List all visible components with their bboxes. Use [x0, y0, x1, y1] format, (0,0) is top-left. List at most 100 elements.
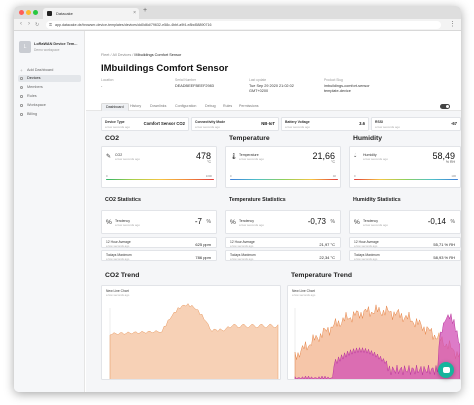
gauge-max: 100 [451, 174, 456, 178]
add-dashboard-button[interactable]: + Add Dashboard [18, 67, 81, 74]
workspace-switcher[interactable]: L LoRaWAN Device Tem... Demo workspace [19, 39, 81, 57]
info-value: Comfort Sensor CO2 [143, 121, 185, 126]
section-title-hum-stats: Humidity Statistics [353, 197, 401, 203]
forward-icon[interactable]: › [28, 21, 30, 27]
browser-menu-icon[interactable]: ⋮ [449, 21, 456, 28]
percent-icon: % [354, 219, 360, 226]
sensor-label: Humidity [363, 153, 377, 157]
sidebar-item-billing[interactable]: Billing [18, 111, 81, 118]
temperature-trend-chart: New Line Chart a few seconds ago [287, 285, 461, 380]
meta-value: GMT+0200 [249, 89, 269, 93]
rules-icon [20, 95, 23, 98]
info-label: Battery Voltage [285, 120, 310, 124]
info-battery: Battery Voltage a few seconds ago 3.6 [281, 117, 369, 131]
row-label: 12 Hour Average [230, 240, 255, 244]
section-title-humidity: Humidity [353, 135, 383, 142]
tab-dashboard[interactable]: Dashboard [101, 103, 129, 111]
row-sub: a few seconds ago [230, 244, 254, 248]
sidebar-item-devices[interactable]: Devices [18, 75, 81, 82]
tab-downlinks[interactable]: Downlinks [150, 104, 167, 108]
sidebar-item-rules[interactable]: Rules [18, 93, 81, 100]
info-sub: a few seconds ago [375, 125, 401, 129]
tab-close-icon[interactable]: × [133, 10, 136, 16]
meta-serial: Serial Number DEADBEEFBEEF2983 [175, 78, 214, 89]
sidebar-item-workspace[interactable]: Workspace [18, 102, 81, 109]
url-field[interactable]: ⚿ app.datacake.de/browser-device-templat… [46, 21, 441, 29]
sidebar-item-label: Rules [27, 94, 37, 98]
workspace-avatar: L [19, 41, 31, 53]
reload-icon[interactable]: ↻ [35, 22, 40, 28]
tab-rules[interactable]: Rules [223, 104, 233, 108]
row-label: 12 Hour Average [106, 240, 131, 244]
humidity-maximum-card: Todays Maximum a few seconds ago 58,93 %… [349, 250, 461, 261]
row-label: Todays Maximum [230, 253, 256, 257]
info-sub: a few seconds ago [285, 125, 311, 129]
sensor-value: 21,66 [312, 151, 335, 161]
sensor-unit: °C [207, 160, 211, 164]
droplet-icon: 💧︎ [354, 153, 357, 159]
breadcrumb-fleet[interactable]: Fleet [101, 53, 110, 57]
stat-value: -0,73 [307, 217, 326, 226]
row-sub: a few seconds ago [230, 257, 254, 261]
workspace-icon [20, 104, 23, 107]
co2-average-card: 12 Hour Average a few seconds ago 625 pp… [101, 237, 217, 248]
percent-icon: % [106, 219, 112, 226]
stat-label: Tendency [239, 219, 254, 223]
temperature-value-card: 🌡︎ Temperature a few seconds ago 21,66 °… [225, 146, 341, 188]
browser-tab[interactable]: Datacake × [43, 8, 139, 19]
temperature-tendency-card: % Tendency a few seconds ago -0,73 % [225, 210, 341, 234]
close-window-button[interactable] [19, 10, 24, 15]
row-sub: a few seconds ago [106, 244, 130, 248]
address-bar: ‹ › ↻ ⚿ app.datacake.de/browser-device-t… [14, 19, 461, 31]
row-value: 22,34 °C [319, 254, 335, 260]
co2-maximum-card: Todays Maximum a few seconds ago 786 ppm [101, 250, 217, 261]
new-tab-button[interactable]: + [143, 7, 148, 14]
row-value: 58,93 % RH [433, 254, 455, 260]
tab-permissions[interactable]: Permissions [239, 104, 259, 108]
sensor-unit: % RH [445, 160, 455, 164]
co2-tendency-card: % Tendency a few seconds ago -7 % [101, 210, 217, 234]
meta-value: template-device [324, 89, 351, 93]
support-chat-button[interactable] [438, 362, 454, 378]
meta-label: Product Slug [324, 78, 343, 82]
info-rssi: RSSI a few seconds ago -67 [371, 117, 461, 131]
row-sub: a few seconds ago [354, 257, 378, 261]
sensor-sub: a few seconds ago [115, 157, 141, 161]
meta-last-update: Last update Tue Sep 29 2020 21:02:02 GMT… [249, 78, 294, 94]
temperature-maximum-card: Todays Maximum a few seconds ago 22,34 °… [225, 250, 341, 261]
stat-value: -7 [194, 217, 202, 226]
chart-label: New Line Chart [106, 289, 129, 293]
tab-debug[interactable]: Debug [205, 104, 216, 108]
section-title-co2-trend: CO2 Trend [105, 272, 140, 279]
page-title: IMbuildings Comfort Sensor [101, 63, 229, 74]
back-icon[interactable]: ‹ [20, 21, 22, 27]
tab-configuration[interactable]: Configuration [175, 104, 197, 108]
maximize-window-button[interactable] [33, 10, 38, 15]
co2-gauge-bar [106, 179, 214, 181]
tab-history[interactable]: History [130, 104, 142, 108]
temperature-series-area [294, 304, 460, 379]
stat-label: Tendency [363, 219, 378, 223]
humidity-average-card: 12 Hour Average a few seconds ago 55,71 … [349, 237, 461, 248]
row-label: 12 Hour Average [354, 240, 379, 244]
stat-label: Tendency [115, 219, 130, 223]
meta-label: Last update [249, 78, 267, 82]
sidebar-item-label: Devices [27, 76, 41, 80]
minimize-window-button[interactable] [26, 10, 31, 15]
row-value: 625 ppm [195, 241, 211, 247]
sidebar-item-members[interactable]: Members [18, 84, 81, 91]
info-sub: a few seconds ago [195, 125, 221, 129]
edit-mode-toggle[interactable] [440, 104, 450, 109]
section-title-co2-stats: CO2 Statistics [105, 197, 141, 203]
humidity-gauge-bar [354, 179, 458, 181]
url-text: app.datacake.de/browser-device-templates… [55, 23, 212, 27]
thermometer-icon: 🌡︎ [230, 154, 238, 160]
section-title-temperature-trend: Temperature Trend [291, 272, 353, 279]
devices-icon [20, 77, 23, 80]
stat-unit: % [450, 219, 455, 225]
row-value: 55,71 % RH [433, 241, 455, 247]
info-value: -67 [450, 121, 457, 126]
section-title-co2: CO2 [105, 135, 119, 142]
breadcrumb-all-devices[interactable]: All Devices [112, 53, 132, 57]
sensor-label: Temperature [239, 153, 259, 157]
